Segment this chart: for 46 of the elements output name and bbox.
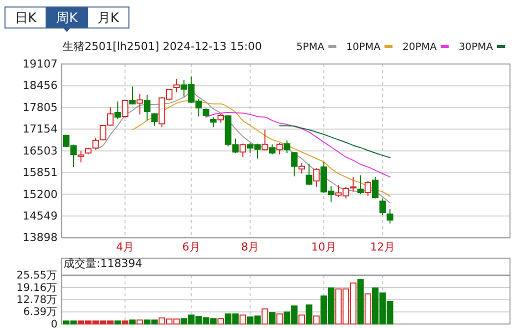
legend-label: 30PMA	[458, 42, 494, 53]
y-tick-label: 12.78万	[16, 294, 58, 306]
x-tick-label: 10月	[311, 240, 336, 254]
x-tick-label: 4月	[116, 240, 134, 254]
bar	[217, 318, 224, 324]
bar	[357, 279, 364, 324]
x-tick-label: 6月	[182, 240, 200, 254]
candlestick	[386, 208, 394, 224]
text: 日K	[14, 11, 37, 26]
x-tick-label: 8月	[241, 240, 260, 254]
y-tick-label: 15200	[22, 188, 58, 201]
y-tick-label: 6.39万	[23, 306, 58, 318]
y-tick-label: 17154	[22, 122, 58, 136]
text: 月K	[97, 11, 120, 26]
bar	[122, 320, 128, 324]
bar	[136, 319, 144, 324]
y-tick-label: 19107	[22, 58, 58, 71]
bar	[114, 320, 121, 324]
y-tick-label: 15851	[22, 166, 58, 180]
legend-label: 20PMA	[402, 42, 437, 53]
x-tick-label: 12月	[370, 240, 396, 254]
y-tick-label: 14549	[22, 210, 58, 223]
bar	[298, 314, 305, 324]
legend-label: 5PMA	[296, 42, 324, 53]
legend-label: 10PMA	[346, 42, 381, 53]
chart-title: 成交量:118394	[64, 257, 142, 270]
y-tick-label: 16503	[22, 144, 58, 158]
bar	[364, 293, 372, 324]
bar	[262, 308, 268, 324]
y-tick-label: 18456	[22, 79, 58, 92]
y-tick-label: 17805	[22, 100, 58, 114]
bar	[306, 304, 312, 324]
text: 周K	[56, 11, 78, 26]
line-series	[206, 112, 390, 178]
candlestick	[136, 93, 144, 115]
bar	[268, 312, 276, 324]
y-tick-label: 19.16万	[16, 282, 58, 294]
bar	[313, 315, 320, 324]
bar	[276, 313, 283, 324]
bar	[129, 319, 136, 324]
line-series	[279, 125, 390, 158]
chart-title: 生猪2501[lh2501] 2024-12-13 15:00	[62, 40, 262, 53]
y-tick-label: 0	[50, 318, 58, 328]
y-tick-label: 25.55万	[16, 270, 58, 282]
y-tick-label: 13898	[22, 231, 58, 244]
bar	[240, 314, 246, 324]
